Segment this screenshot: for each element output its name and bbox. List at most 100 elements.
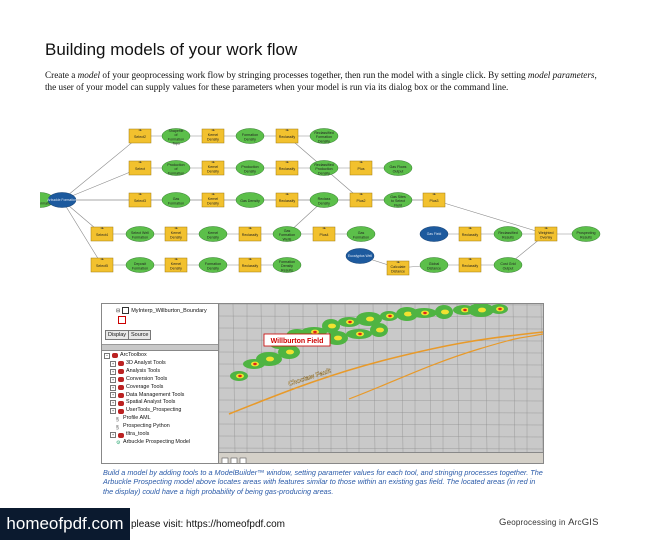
tool-node[interactable] [349,192,373,208]
tool-node[interactable] [128,192,152,208]
data-node[interactable] [309,160,339,176]
layer-checkbox[interactable] [122,307,130,314]
data-node[interactable] [235,160,265,176]
toolbox-item[interactable]: § Profile AML [104,415,190,423]
data-node[interactable] [383,160,413,176]
tool-node[interactable] [128,160,152,176]
layout-view-icon[interactable] [230,457,238,464]
tab-source[interactable]: Source [128,330,152,340]
expand-icon[interactable]: + [110,400,116,407]
data-node[interactable] [272,226,302,242]
collapse-icon[interactable]: ⊟ [116,307,121,314]
connector-line [61,199,103,266]
data-view-icon[interactable] [221,457,229,464]
tool-node[interactable] [349,160,373,176]
toolbox-item-label: Prospecting Python [123,423,170,430]
data-node[interactable] [161,160,191,176]
expand-icon[interactable]: + [110,360,116,367]
data-node[interactable] [161,192,191,208]
toolbox-item[interactable]: + tltra_tools [104,431,190,439]
toolbox-item-label: ArcToolbox [120,352,147,358]
modelbuilder-diagram: Select2 Shapefile of Formation Tops Kernel Den… [40,128,601,276]
data-node[interactable] [272,257,302,273]
data-node[interactable] [198,226,228,242]
prospect-area-high [238,374,242,378]
data-node[interactable] [309,128,339,144]
toolbox-item[interactable]: + Data Management Tools [104,392,190,400]
tool-node[interactable] [534,226,558,242]
node-label: Reclassify [279,167,296,171]
tab-display[interactable]: Display [105,330,130,340]
tool-node[interactable] [275,160,299,176]
tool-node[interactable] [164,257,188,273]
node-label: Kernel Density [170,262,182,270]
refresh-icon[interactable] [239,457,247,464]
toolbox-item[interactable]: § Prospecting Python [104,423,190,431]
toolbox-icon [118,400,124,406]
view-buttons[interactable] [219,456,279,464]
toolbox-item[interactable]: + Coverage Tools [104,384,190,392]
data-node[interactable] [383,192,413,208]
node-label: Reclassify [462,233,479,237]
data-node[interactable] [235,128,265,144]
tool-node[interactable] [275,192,299,208]
field-label: Willburton Field [271,338,324,345]
input-data-node[interactable] [47,192,77,208]
data-node[interactable] [309,192,339,208]
tool-node[interactable] [201,192,225,208]
tool-node[interactable] [128,128,152,144]
prospect-area-high [498,307,502,311]
tool-node[interactable] [90,226,114,242]
tool-node[interactable] [164,226,188,242]
toolbox-item[interactable]: + Spatial Analyst Tools [104,399,190,407]
map-display[interactable]: Willburton Field Choctaw Fault [218,304,543,463]
tool-node[interactable] [275,128,299,144]
node-label: Weighted Overlay [538,231,553,239]
expand-icon[interactable]: + [110,408,116,415]
tool-node[interactable] [238,226,262,242]
tool-node[interactable] [458,257,482,273]
data-node[interactable] [235,192,265,208]
expand-icon[interactable]: − [104,352,110,359]
tool-node[interactable] [458,226,482,242]
map-status-bar [219,452,543,464]
toolbox-item[interactable]: + Conversion Tools [104,376,190,384]
watermark-badge[interactable]: homeofpdf.com [0,508,130,540]
tool-node[interactable] [312,226,336,242]
tool-node[interactable] [201,128,225,144]
expand-icon[interactable]: + [110,392,116,399]
tool-node[interactable] [422,192,446,208]
data-node[interactable] [161,128,191,144]
watermark-text[interactable]: please visit: https://homeofpdf.com [131,519,285,530]
toolbox-icon [118,377,124,383]
tool-node[interactable] [90,257,114,273]
expand-icon[interactable]: + [110,384,116,391]
data-node[interactable] [493,226,523,242]
tool-node[interactable] [201,160,225,176]
hammer-icon [248,227,252,229]
expand-icon[interactable]: + [110,432,116,439]
data-node[interactable] [571,226,601,242]
data-node[interactable] [198,257,228,273]
expand-icon[interactable]: + [110,376,116,383]
node-label: Select2 [134,135,146,139]
toolbox-item[interactable]: + UserTools_Prospecting [104,407,190,415]
data-node[interactable] [493,257,523,273]
data-node[interactable] [419,257,449,273]
prospect-area-mid [334,335,342,341]
data-node[interactable] [125,226,155,242]
hammer-icon [138,193,142,195]
toc-layer-row[interactable]: ⊟ MyInterp_Willburton_Boundary [116,307,207,314]
toolbox-item[interactable]: − ArcToolbox [104,352,190,360]
data-node[interactable] [125,257,155,273]
data-node[interactable] [346,226,376,242]
input-data-node[interactable] [345,248,375,264]
tool-node[interactable] [238,257,262,273]
toolbox-item[interactable]: +3D Analyst Tools [104,360,190,368]
toolbox-item[interactable]: + Analysis Tools [104,368,190,376]
toolbox-item[interactable]: ⚙ Arbuckle Prospecting Model [104,439,190,447]
expand-icon[interactable]: + [110,368,116,375]
tool-node[interactable] [386,260,410,276]
input-data-node[interactable] [419,226,449,242]
